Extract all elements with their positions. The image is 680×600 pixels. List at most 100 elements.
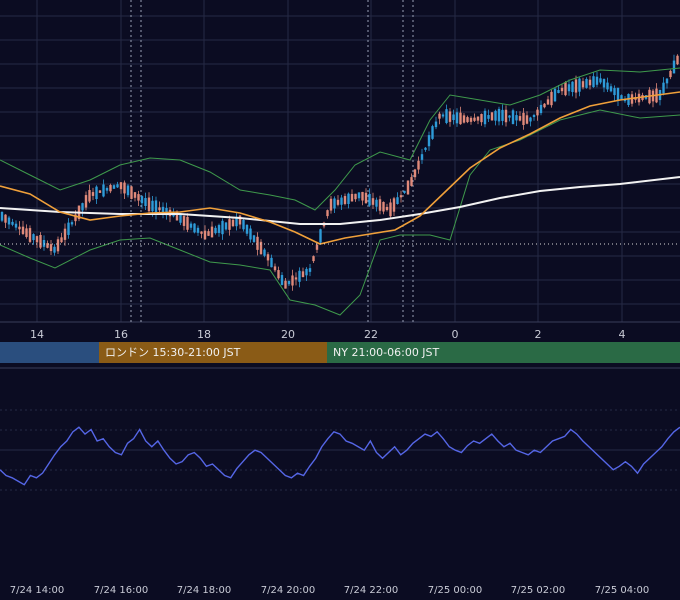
- candle-body: [494, 110, 497, 121]
- candle-body: [112, 185, 116, 189]
- candle-body: [74, 214, 77, 222]
- candle-body: [427, 135, 431, 147]
- candle-body: [95, 186, 98, 200]
- candle-body: [21, 226, 25, 234]
- candle-body: [70, 222, 74, 225]
- candle-body: [511, 110, 515, 125]
- candle-body: [298, 270, 301, 282]
- candle-body: [7, 217, 11, 225]
- candle-body: [592, 76, 595, 88]
- candle-body: [60, 237, 63, 243]
- candle-body: [217, 225, 221, 233]
- candle-body: [196, 227, 200, 233]
- candle-body: [424, 147, 427, 150]
- session-band-tokyo: [0, 342, 99, 363]
- session-label: NY 21:00-06:00 JST: [333, 346, 440, 359]
- candle-body: [14, 223, 18, 228]
- candle-body: [364, 192, 368, 204]
- candle-body: [613, 88, 616, 96]
- osc-x-tick-label: 7/25 02:00: [511, 585, 565, 596]
- candle-body: [242, 220, 245, 230]
- candle-body: [672, 60, 676, 74]
- oscillator-grid: [0, 367, 680, 491]
- candles: [0, 54, 679, 291]
- candle-body: [291, 275, 294, 286]
- candle-body: [280, 275, 284, 285]
- candle-body: [620, 95, 623, 100]
- candle-body: [602, 78, 606, 88]
- candle-body: [287, 281, 291, 285]
- candle-body: [256, 236, 259, 250]
- candle-body: [186, 216, 189, 230]
- candle-body: [53, 246, 56, 253]
- candle-body: [662, 82, 665, 94]
- candle-body: [599, 78, 602, 83]
- candle-body: [473, 117, 476, 121]
- candle-body: [203, 230, 207, 240]
- candle-body: [308, 268, 312, 272]
- osc-x-tick-label: 7/24 18:00: [177, 585, 231, 596]
- candle-body: [375, 199, 378, 207]
- candle-body: [578, 78, 581, 92]
- candle-body: [567, 84, 571, 92]
- candle-body: [39, 234, 42, 248]
- candle-body: [158, 207, 161, 211]
- osc-x-tick-label: 7/24 20:00: [261, 585, 315, 596]
- candle-body: [522, 112, 525, 125]
- candle-body: [557, 90, 560, 93]
- candle-body: [144, 198, 147, 206]
- candle-body: [445, 109, 448, 123]
- candle-body: [109, 185, 112, 192]
- candle-body: [11, 221, 14, 225]
- candle-body: [676, 55, 679, 65]
- candle-body: [585, 78, 588, 88]
- osc-x-tick-label: 7/25 00:00: [428, 585, 482, 596]
- candle-body: [147, 197, 151, 212]
- candle-body: [490, 112, 494, 121]
- candle-body: [245, 224, 249, 234]
- candle-body: [193, 223, 196, 233]
- candle-body: [81, 203, 84, 211]
- osc-x-tick-label: 7/24 22:00: [344, 585, 398, 596]
- candle-body: [466, 117, 469, 123]
- candle-body: [42, 239, 46, 247]
- candle-body: [564, 82, 567, 96]
- candle-body: [483, 110, 487, 125]
- candle-body: [616, 87, 620, 101]
- candle-body: [501, 109, 504, 121]
- candle-body: [410, 177, 413, 186]
- candle-body: [382, 201, 385, 212]
- candle-body: [140, 196, 144, 204]
- oscillator-line: [0, 426, 680, 486]
- candle-body: [224, 222, 228, 230]
- candle-body: [151, 200, 154, 212]
- candle-body: [46, 243, 49, 248]
- candle-body: [476, 116, 480, 121]
- candle-body: [434, 121, 438, 128]
- candle-body: [214, 227, 217, 234]
- candle-body: [305, 268, 308, 276]
- candle-body: [417, 160, 420, 170]
- price-grid: [0, 0, 680, 323]
- candle-body: [487, 115, 490, 119]
- candle-body: [606, 82, 609, 90]
- candle-body: [35, 236, 39, 243]
- candle-body: [165, 207, 168, 216]
- ma-short-line: [0, 91, 680, 245]
- candle-body: [329, 198, 333, 211]
- candle-body: [277, 270, 280, 279]
- candle-body: [529, 117, 532, 122]
- candle-body: [210, 226, 214, 238]
- candle-body: [231, 219, 235, 227]
- candle-body: [18, 226, 21, 230]
- candle-body: [357, 192, 361, 199]
- candle-body: [116, 184, 119, 188]
- candle-body: [4, 214, 7, 223]
- price-x-tick-label: 0: [452, 328, 459, 341]
- candle-body: [571, 81, 574, 93]
- candle-body: [378, 199, 382, 211]
- candle-body: [406, 180, 410, 195]
- candle-body: [340, 197, 343, 205]
- candle-body: [200, 231, 203, 234]
- candle-body: [368, 193, 371, 206]
